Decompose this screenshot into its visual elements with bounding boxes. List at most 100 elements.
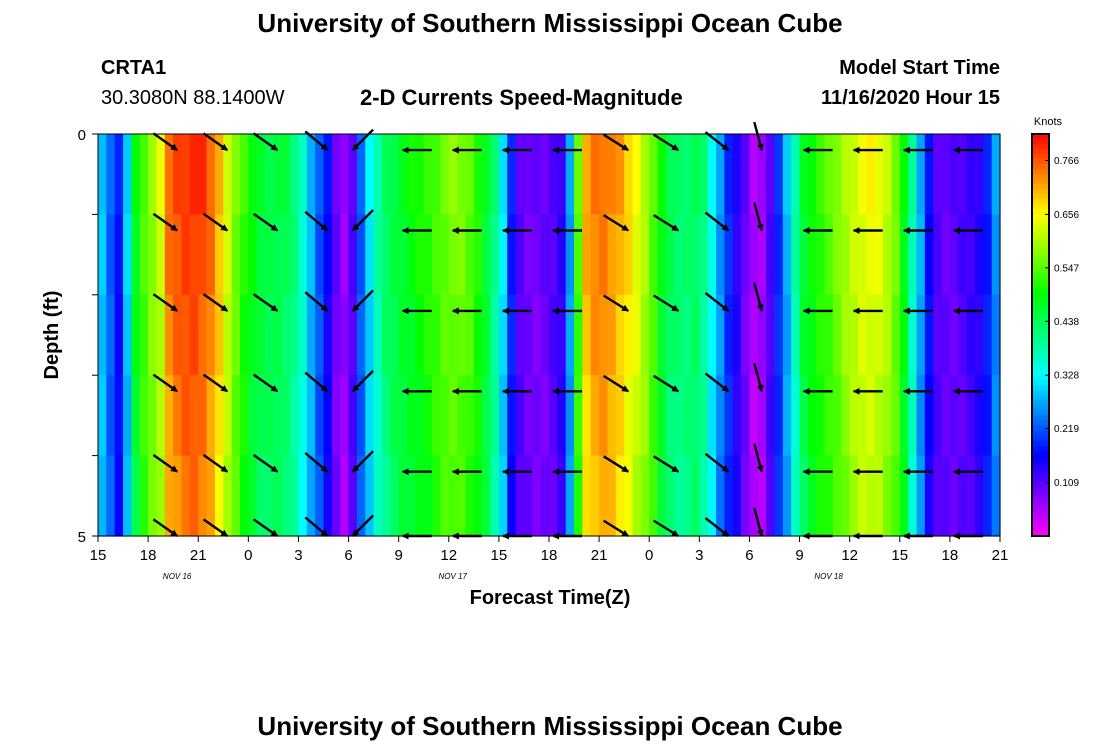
heatmap-cell [757,375,767,457]
heatmap-cell [615,294,625,376]
heatmap-cell [632,375,642,457]
heatmap-cell [198,134,208,215]
heatmap-cell [874,134,884,215]
heatmap-cell [114,455,124,537]
heatmap-cell [356,294,366,376]
heatmap-cell [457,455,467,537]
heatmap-cell [98,375,107,457]
heatmap-cell [407,134,416,215]
heatmap-cell [265,134,274,215]
heatmap-cell [574,375,584,457]
heatmap-cell [557,375,567,457]
heatmap-cell [440,375,450,457]
heatmap-cell [632,294,642,376]
colorbar-segment [1032,329,1049,336]
heatmap-cell [156,294,166,376]
colorbar-segment [1032,450,1049,457]
heatmap-cell [415,294,425,376]
current-arrow [202,212,229,232]
current-arrow [304,291,329,312]
current-arrow [202,518,229,537]
heatmap-cell [799,375,809,457]
heatmap-cell [732,455,742,537]
heatmap-cell [223,134,233,215]
x-tick-label: 12 [440,547,457,564]
heatmap-cell [373,375,383,457]
colorbar-segment [1032,189,1049,195]
heatmap-cell [123,214,133,296]
current-arrow [704,211,730,232]
colorbar: Knots 0.766 0.656 0.547 0.438 0.328 0.219 0.10… [1031,116,1079,537]
heatmap-cell [949,294,959,376]
colorbar-segment [1032,430,1049,437]
page-title: University of Southern Mississippi Ocean… [257,8,843,38]
heatmap-cell [849,134,859,215]
heatmap-cell [582,455,592,537]
current-arrow [653,374,680,393]
heatmap-cell [373,214,383,296]
heatmap-cell [290,375,300,457]
heatmap-cell [214,214,224,296]
colorbar-tick-label: 0.656 [1054,210,1079,221]
colorbar-segment [1032,345,1049,351]
heatmap-cell [331,214,341,296]
x-tick-label: 9 [394,547,402,564]
heatmap-cell [114,294,124,376]
current-arrow [653,519,680,538]
heatmap-cell [381,294,391,376]
heatmap-cell [974,134,984,215]
heatmap-cell [565,214,575,296]
heatmap-cell [323,455,333,537]
heatmap-cell [181,455,191,537]
y-tick-label: 5 [78,529,86,546]
heatmap-cell [916,134,926,215]
heatmap-cell [239,455,249,537]
heatmap-cell [933,294,943,376]
colorbar-segment [1032,144,1049,150]
heatmap-cell [348,294,358,376]
heatmap-cell [615,214,625,296]
x-tick-label: 18 [541,547,558,564]
heatmap-cell [782,134,792,215]
current-arrow [304,210,329,232]
heatmap-cell [791,455,801,537]
colorbar-segment [1032,194,1049,200]
colorbar-segment [1032,495,1049,502]
colorbar-segment [1032,274,1049,281]
heatmap-cell [991,134,1001,215]
heatmap-cell [649,214,659,296]
heatmap-cell [498,375,508,457]
heatmap-cell [983,134,993,215]
heatmap-cell [482,294,492,376]
heatmap-cell [716,134,725,215]
current-arrow [653,455,680,473]
heatmap-cell [665,375,675,457]
heatmap-cell [557,455,567,537]
heatmap-cell [816,455,826,537]
heatmap-cell [198,455,208,537]
heatmap-cell [173,455,183,537]
colorbar-segment [1032,174,1049,180]
heatmap-cell [423,214,433,296]
heatmap-cell [164,455,174,537]
heatmap-cell [858,134,867,215]
heatmap-cell [941,455,951,537]
heatmap-cell [766,455,776,537]
heatmap-cell [331,134,341,215]
heatmap-cell [348,375,358,457]
heatmap-cell [841,455,851,537]
colorbar-segment [1032,350,1049,356]
heatmap-cell [490,214,500,296]
heatmap-cell [390,134,400,215]
heatmap-cell [707,294,717,376]
heatmap-cell [774,134,784,215]
colorbar-segment [1032,159,1049,165]
heatmap-cell [432,214,442,296]
heatmap-cell [214,134,224,215]
heatmap-cell [540,455,550,537]
colorbar-segment [1032,500,1049,507]
heatmap-cell [607,375,617,457]
heatmap-cell [106,134,116,215]
heatmap-cell [457,134,467,215]
heatmap-cell [432,455,442,537]
